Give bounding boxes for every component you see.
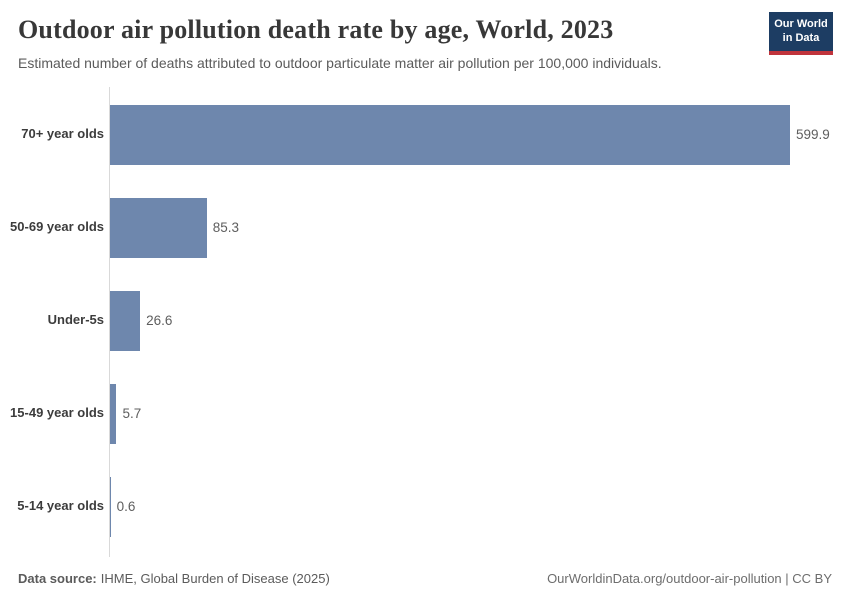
data-source-value: IHME, Global Burden of Disease (2025) — [100, 571, 330, 586]
value-label: 0.6 — [116, 499, 136, 514]
y-axis-line — [109, 87, 110, 557]
value-label: 85.3 — [212, 220, 239, 235]
bar[interactable] — [110, 383, 117, 444]
bar-row: 70+ year olds 599.9 — [0, 88, 850, 181]
attribution[interactable]: OurWorldinData.org/outdoor-air-pollution… — [547, 571, 832, 586]
bar[interactable] — [110, 197, 207, 258]
bar-row: 50-69 year olds 85.3 — [0, 181, 850, 274]
bar-rows: 70+ year olds 599.9 50-69 year olds 85.3 Und… — [0, 88, 850, 553]
owid-logo-line2: in Data — [782, 31, 820, 44]
chart-subtitle: Estimated number of deaths attributed to… — [18, 55, 662, 72]
bar-chart: 70+ year olds 599.9 50-69 year olds 85.3 Und… — [0, 87, 850, 557]
category-label: 70+ year olds — [21, 126, 104, 142]
data-source-label: Data source: — [18, 571, 97, 586]
bar-row: 15-49 year olds 5.7 — [0, 367, 850, 460]
owid-logo[interactable]: Our World in Data — [769, 12, 833, 55]
chart-footer: Data source: IHME, Global Burden of Disea… — [18, 571, 832, 586]
bar-row: Under-5s 26.6 — [0, 274, 850, 367]
category-label: 50-69 year olds — [10, 219, 104, 235]
category-label: 5-14 year olds — [17, 498, 104, 514]
value-label: 5.7 — [122, 406, 142, 421]
bar[interactable] — [110, 290, 141, 351]
category-label: Under-5s — [47, 312, 104, 328]
value-label: 26.6 — [146, 313, 173, 328]
data-source: Data source: IHME, Global Burden of Disea… — [18, 571, 330, 586]
owid-logo-line1: Our World — [774, 18, 828, 30]
bar-row: 5-14 year olds 0.6 — [0, 460, 850, 553]
bar[interactable] — [110, 476, 111, 537]
chart-title: Outdoor air pollution death rate by age,… — [18, 15, 614, 44]
bar[interactable] — [110, 104, 790, 165]
value-label: 599.9 — [796, 127, 830, 142]
chart-header: Outdoor air pollution death rate by age,… — [18, 14, 755, 72]
category-label: 15-49 year olds — [10, 405, 104, 421]
